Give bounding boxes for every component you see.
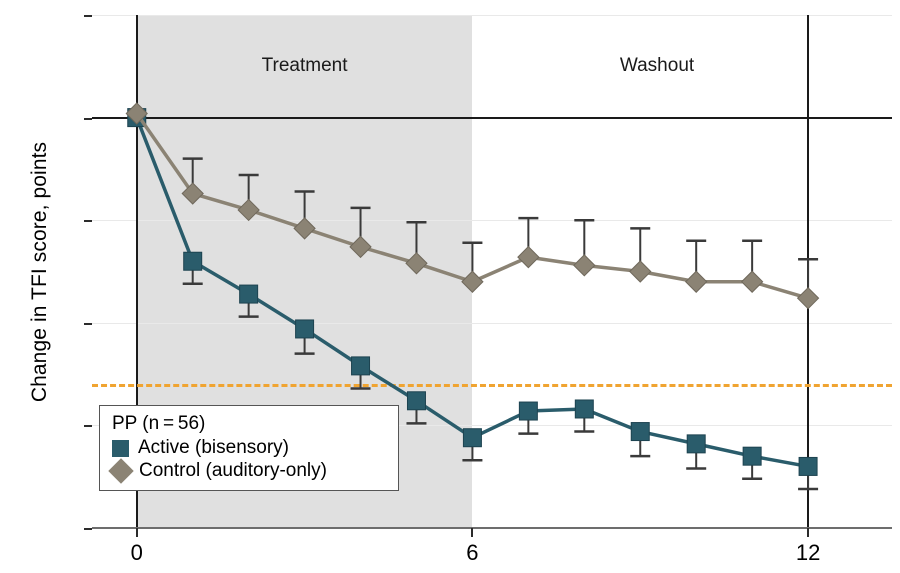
treatment-phase-label: Treatment — [261, 55, 348, 76]
diamond-marker-icon — [108, 458, 134, 484]
x-tick-label: 6 — [466, 540, 479, 565]
washout-phase-label: Washout — [619, 55, 695, 76]
y-axis-label: Change in TFI score, points — [28, 141, 51, 403]
data-point-diamond — [517, 245, 540, 269]
data-point-diamond — [237, 198, 260, 222]
y-tick-mark — [84, 528, 92, 530]
data-point-square — [798, 456, 818, 476]
data-point-diamond — [796, 286, 820, 310]
chart-legend: PP (n = 56) Active (bisensory) Control (… — [99, 405, 399, 491]
y-tick-mark — [84, 322, 92, 325]
data-point-diamond — [684, 270, 708, 293]
x-tick-mark — [135, 528, 138, 537]
series-control — [125, 102, 820, 310]
data-series-layer — [125, 102, 820, 491]
legend-item-control: Control (auditory-only) — [108, 458, 388, 484]
data-point-square — [462, 428, 482, 448]
data-point-diamond — [573, 254, 596, 277]
data-point-diamond — [125, 102, 148, 125]
month-0-line — [135, 15, 138, 528]
data-point-square — [686, 434, 706, 454]
x-axis-line — [92, 527, 892, 529]
x-tick-mark — [471, 528, 474, 537]
data-point-diamond — [629, 260, 652, 283]
gridline — [92, 425, 892, 427]
data-point-square — [183, 251, 203, 271]
data-point-square — [574, 399, 594, 419]
data-point-square — [351, 356, 371, 376]
data-point-square — [518, 401, 538, 421]
data-point-diamond — [405, 252, 428, 275]
y-tick-mark — [84, 425, 92, 428]
data-point-diamond — [181, 182, 204, 205]
legend-item-active: Active (bisensory) — [112, 437, 388, 459]
data-point-diamond — [461, 270, 484, 293]
zero-line — [92, 116, 892, 119]
y-tick-mark — [84, 15, 92, 17]
x-tick-mark — [807, 528, 810, 537]
legend-label-active: Active (bisensory) — [138, 437, 289, 458]
x-tick-label: 12 — [795, 540, 821, 565]
gridline — [92, 322, 892, 324]
data-point-square — [239, 284, 259, 304]
data-point-diamond — [293, 217, 316, 240]
gridline — [92, 15, 892, 16]
x-tick-label: 0 — [130, 540, 143, 565]
square-marker-icon — [112, 439, 129, 457]
threshold-reference-line — [92, 384, 892, 388]
data-point-square — [406, 391, 426, 411]
data-point-square — [742, 446, 762, 466]
data-point-square — [630, 422, 650, 442]
data-point-square — [295, 319, 315, 339]
legend-title: PP (n = 56) — [112, 413, 206, 434]
y-tick-mark — [84, 220, 92, 223]
legend-label-control: Control (auditory-only) — [139, 460, 327, 481]
gridline — [92, 220, 892, 222]
data-point-diamond — [349, 235, 372, 259]
y-tick-mark — [84, 117, 92, 120]
data-point-diamond — [740, 270, 764, 293]
